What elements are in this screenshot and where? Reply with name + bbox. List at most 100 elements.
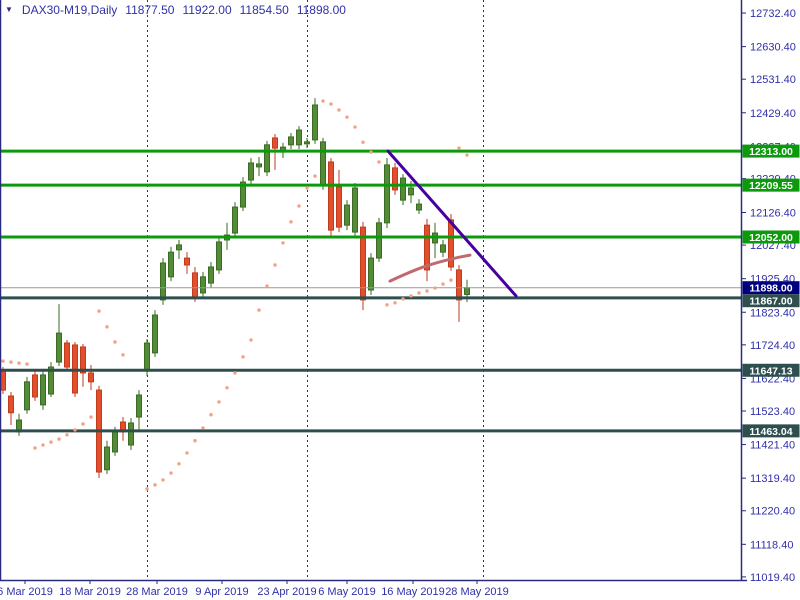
candle-body (408, 187, 414, 196)
time-axis-label: 28 May 2019 (445, 586, 509, 598)
candle-body (248, 162, 254, 181)
sar-dot (65, 433, 69, 437)
candle-body (384, 164, 390, 224)
sar-dot (225, 386, 229, 390)
sar-dot (177, 462, 181, 466)
candle-body (368, 257, 374, 291)
time-axis-label: 16 May 2019 (381, 586, 445, 598)
sar-dot (409, 294, 413, 298)
sar-dot (57, 437, 61, 441)
price-level-badge-label: 12209.55 (749, 180, 793, 192)
sar-dot (153, 483, 157, 487)
price-level-badge-label: 12313.00 (749, 146, 793, 158)
sar-dot (385, 303, 389, 307)
candle-body (104, 446, 110, 471)
sar-dot (81, 422, 85, 426)
sar-dot (49, 440, 53, 444)
sar-dot (241, 355, 245, 359)
price-axis-label: 11421.40 (750, 440, 795, 452)
candle-body (328, 161, 334, 231)
ohlc-low: 11854.50 (239, 3, 289, 17)
sar-dot (321, 99, 325, 103)
candle-body (112, 431, 118, 453)
price-axis-label: 11118.40 (750, 539, 793, 551)
price-level-badge-label: 11867.00 (749, 296, 792, 308)
price-axis-label: 12126.40 (750, 208, 796, 220)
candle-body (256, 163, 262, 168)
candle-body (456, 269, 462, 301)
price-axis-label: 12429.40 (750, 108, 796, 120)
price-axis[interactable] (741, 0, 800, 580)
candle-body (144, 342, 150, 371)
candle-body (192, 272, 198, 299)
descending-trendline (386, 149, 518, 298)
sar-dot (209, 413, 213, 417)
candle-body (240, 181, 246, 208)
candle-body (336, 186, 342, 228)
sar-dot (33, 446, 37, 450)
candle-body (208, 266, 214, 284)
price-level-badge (742, 178, 800, 192)
time-axis-label: 6 May 2019 (318, 586, 375, 598)
price-level-badge (742, 424, 800, 438)
sar-dot (161, 478, 165, 482)
trend-curve (388, 253, 472, 283)
candle-body (216, 241, 222, 271)
sar-dot (361, 140, 365, 144)
price-level-badge (742, 363, 800, 377)
sar-dot (17, 361, 21, 365)
sar-dot (425, 289, 429, 293)
candle-body (424, 224, 430, 271)
candle-body (264, 144, 270, 173)
candle-body (448, 219, 454, 268)
sar-dot (297, 204, 301, 208)
chart-symbol-period: DAX30-M19,Daily (21, 3, 118, 17)
candle-body (160, 262, 166, 301)
sar-dot (89, 415, 93, 419)
price-axis-label: 11019.40 (750, 572, 795, 584)
time-axis[interactable] (0, 580, 800, 600)
candle-body (352, 187, 358, 233)
sar-dot (305, 186, 309, 190)
sar-dot (377, 160, 381, 164)
candle-body (176, 244, 182, 251)
candle-body (88, 372, 94, 383)
sar-dot (433, 286, 437, 290)
price-axis-label: 11220.40 (750, 506, 795, 518)
candle-body (32, 374, 38, 398)
candle-body (64, 342, 70, 368)
price-level-badge (742, 144, 800, 158)
candle-body (80, 346, 86, 374)
price-axis-label: 11319.40 (750, 473, 795, 485)
sar-dot (1, 359, 5, 363)
sar-dot (265, 284, 269, 288)
price-axis-label: 11823.40 (750, 307, 795, 319)
sar-dot (249, 338, 253, 342)
sar-dot (441, 282, 445, 286)
sar-dot (313, 174, 317, 178)
candle-body (136, 394, 142, 418)
sar-dot (353, 125, 357, 129)
time-axis-label: 23 Apr 2019 (257, 586, 316, 598)
sar-dot (449, 278, 453, 282)
price-axis-label: 12732.40 (750, 8, 796, 20)
time-axis-label: 9 Apr 2019 (195, 586, 248, 598)
candle-body (344, 204, 350, 226)
candle-body (232, 206, 238, 234)
sar-dot (105, 325, 109, 329)
candle-body (128, 422, 134, 446)
price-axis-label: 12630.40 (750, 42, 796, 54)
one-click-trading-arrow-icon[interactable]: ▼ (5, 5, 13, 14)
sar-dot (345, 115, 349, 119)
sar-dot (41, 443, 45, 447)
sar-dot (233, 371, 237, 375)
chart-title: ▼ DAX30-M19,Daily 11877.50 11922.00 1185… (5, 3, 346, 17)
candle-body (392, 167, 398, 191)
candle-body (272, 137, 278, 149)
sar-dot (9, 360, 13, 364)
candle-body (168, 251, 174, 278)
candle-body (200, 276, 206, 294)
